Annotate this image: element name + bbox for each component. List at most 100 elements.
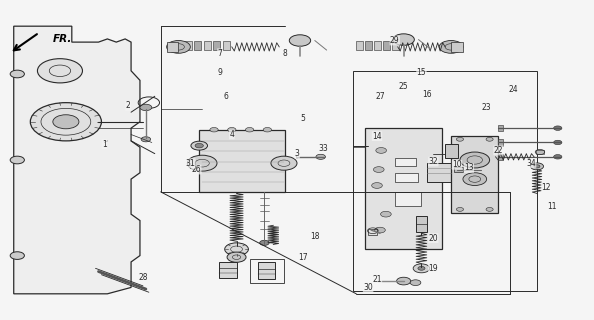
Text: 29: 29 <box>390 36 400 45</box>
Text: 18: 18 <box>310 232 320 241</box>
Circle shape <box>30 103 102 141</box>
Bar <box>392 41 399 50</box>
Text: 1: 1 <box>102 140 107 148</box>
Text: 31: 31 <box>185 159 195 168</box>
Bar <box>451 136 498 212</box>
Circle shape <box>397 277 411 285</box>
Circle shape <box>554 140 562 145</box>
Circle shape <box>263 127 271 132</box>
Text: 32: 32 <box>428 157 438 166</box>
Bar <box>249 259 284 283</box>
Polygon shape <box>14 26 140 294</box>
Circle shape <box>554 155 562 159</box>
Bar <box>194 41 201 50</box>
Bar <box>223 41 230 50</box>
Bar <box>368 228 377 235</box>
Circle shape <box>486 207 493 211</box>
Circle shape <box>530 163 544 170</box>
Text: 2: 2 <box>126 101 131 110</box>
Bar <box>219 262 236 278</box>
Circle shape <box>195 143 203 148</box>
Circle shape <box>534 165 540 168</box>
Text: 21: 21 <box>372 275 382 284</box>
Circle shape <box>10 156 24 164</box>
Bar <box>353 71 537 291</box>
Bar <box>498 139 503 146</box>
Circle shape <box>381 211 391 217</box>
Bar <box>258 262 275 278</box>
Bar <box>451 42 463 52</box>
Bar <box>498 154 503 160</box>
Circle shape <box>191 141 207 150</box>
Bar <box>365 128 442 249</box>
Circle shape <box>410 280 421 285</box>
Bar <box>454 167 463 172</box>
Text: 12: 12 <box>541 183 551 192</box>
Circle shape <box>10 70 24 78</box>
Bar <box>498 125 503 131</box>
Circle shape <box>187 155 217 171</box>
Text: 22: 22 <box>494 146 503 155</box>
Circle shape <box>210 127 218 132</box>
Circle shape <box>418 267 425 270</box>
Text: 17: 17 <box>298 253 308 262</box>
Bar <box>213 41 220 50</box>
Circle shape <box>375 227 386 233</box>
Circle shape <box>372 183 383 188</box>
Text: 14: 14 <box>372 132 382 140</box>
Circle shape <box>271 156 297 170</box>
Text: 25: 25 <box>399 82 409 91</box>
Circle shape <box>535 149 545 155</box>
Text: 15: 15 <box>416 68 426 77</box>
Circle shape <box>228 127 236 132</box>
Circle shape <box>374 167 384 172</box>
Bar <box>536 150 544 154</box>
Bar <box>184 41 191 50</box>
Circle shape <box>140 104 152 111</box>
Circle shape <box>460 152 489 168</box>
Text: 20: 20 <box>428 234 438 243</box>
Circle shape <box>167 41 190 53</box>
Text: 24: 24 <box>508 85 518 94</box>
Text: 19: 19 <box>428 264 438 273</box>
Circle shape <box>463 173 486 186</box>
Bar <box>395 173 419 182</box>
Circle shape <box>393 34 415 45</box>
Bar <box>427 163 451 182</box>
Circle shape <box>439 41 463 53</box>
Circle shape <box>413 264 429 273</box>
Circle shape <box>486 137 493 141</box>
Bar <box>383 41 390 50</box>
Bar <box>204 41 211 50</box>
Text: 30: 30 <box>364 283 373 292</box>
Circle shape <box>456 137 463 141</box>
Text: 26: 26 <box>191 165 201 174</box>
Circle shape <box>260 240 269 245</box>
Text: 6: 6 <box>223 92 228 101</box>
Circle shape <box>227 252 246 262</box>
Bar <box>167 42 178 52</box>
Circle shape <box>10 252 24 260</box>
Circle shape <box>554 126 562 130</box>
Text: 5: 5 <box>301 114 305 123</box>
Bar <box>199 130 285 192</box>
Text: 4: 4 <box>229 130 234 139</box>
Circle shape <box>225 243 248 256</box>
Circle shape <box>141 137 151 142</box>
Text: 23: 23 <box>482 103 491 112</box>
Text: 7: 7 <box>217 49 222 58</box>
Text: 34: 34 <box>526 159 536 168</box>
Circle shape <box>316 154 326 159</box>
Bar <box>445 144 458 158</box>
Circle shape <box>53 115 79 129</box>
Circle shape <box>37 59 83 83</box>
Bar <box>416 216 427 232</box>
Bar <box>365 41 372 50</box>
Text: 33: 33 <box>319 144 328 153</box>
Bar <box>374 41 381 50</box>
Text: 3: 3 <box>295 149 299 158</box>
Text: 27: 27 <box>375 92 385 101</box>
Circle shape <box>456 207 463 211</box>
Text: 8: 8 <box>283 49 287 58</box>
Circle shape <box>245 127 254 132</box>
